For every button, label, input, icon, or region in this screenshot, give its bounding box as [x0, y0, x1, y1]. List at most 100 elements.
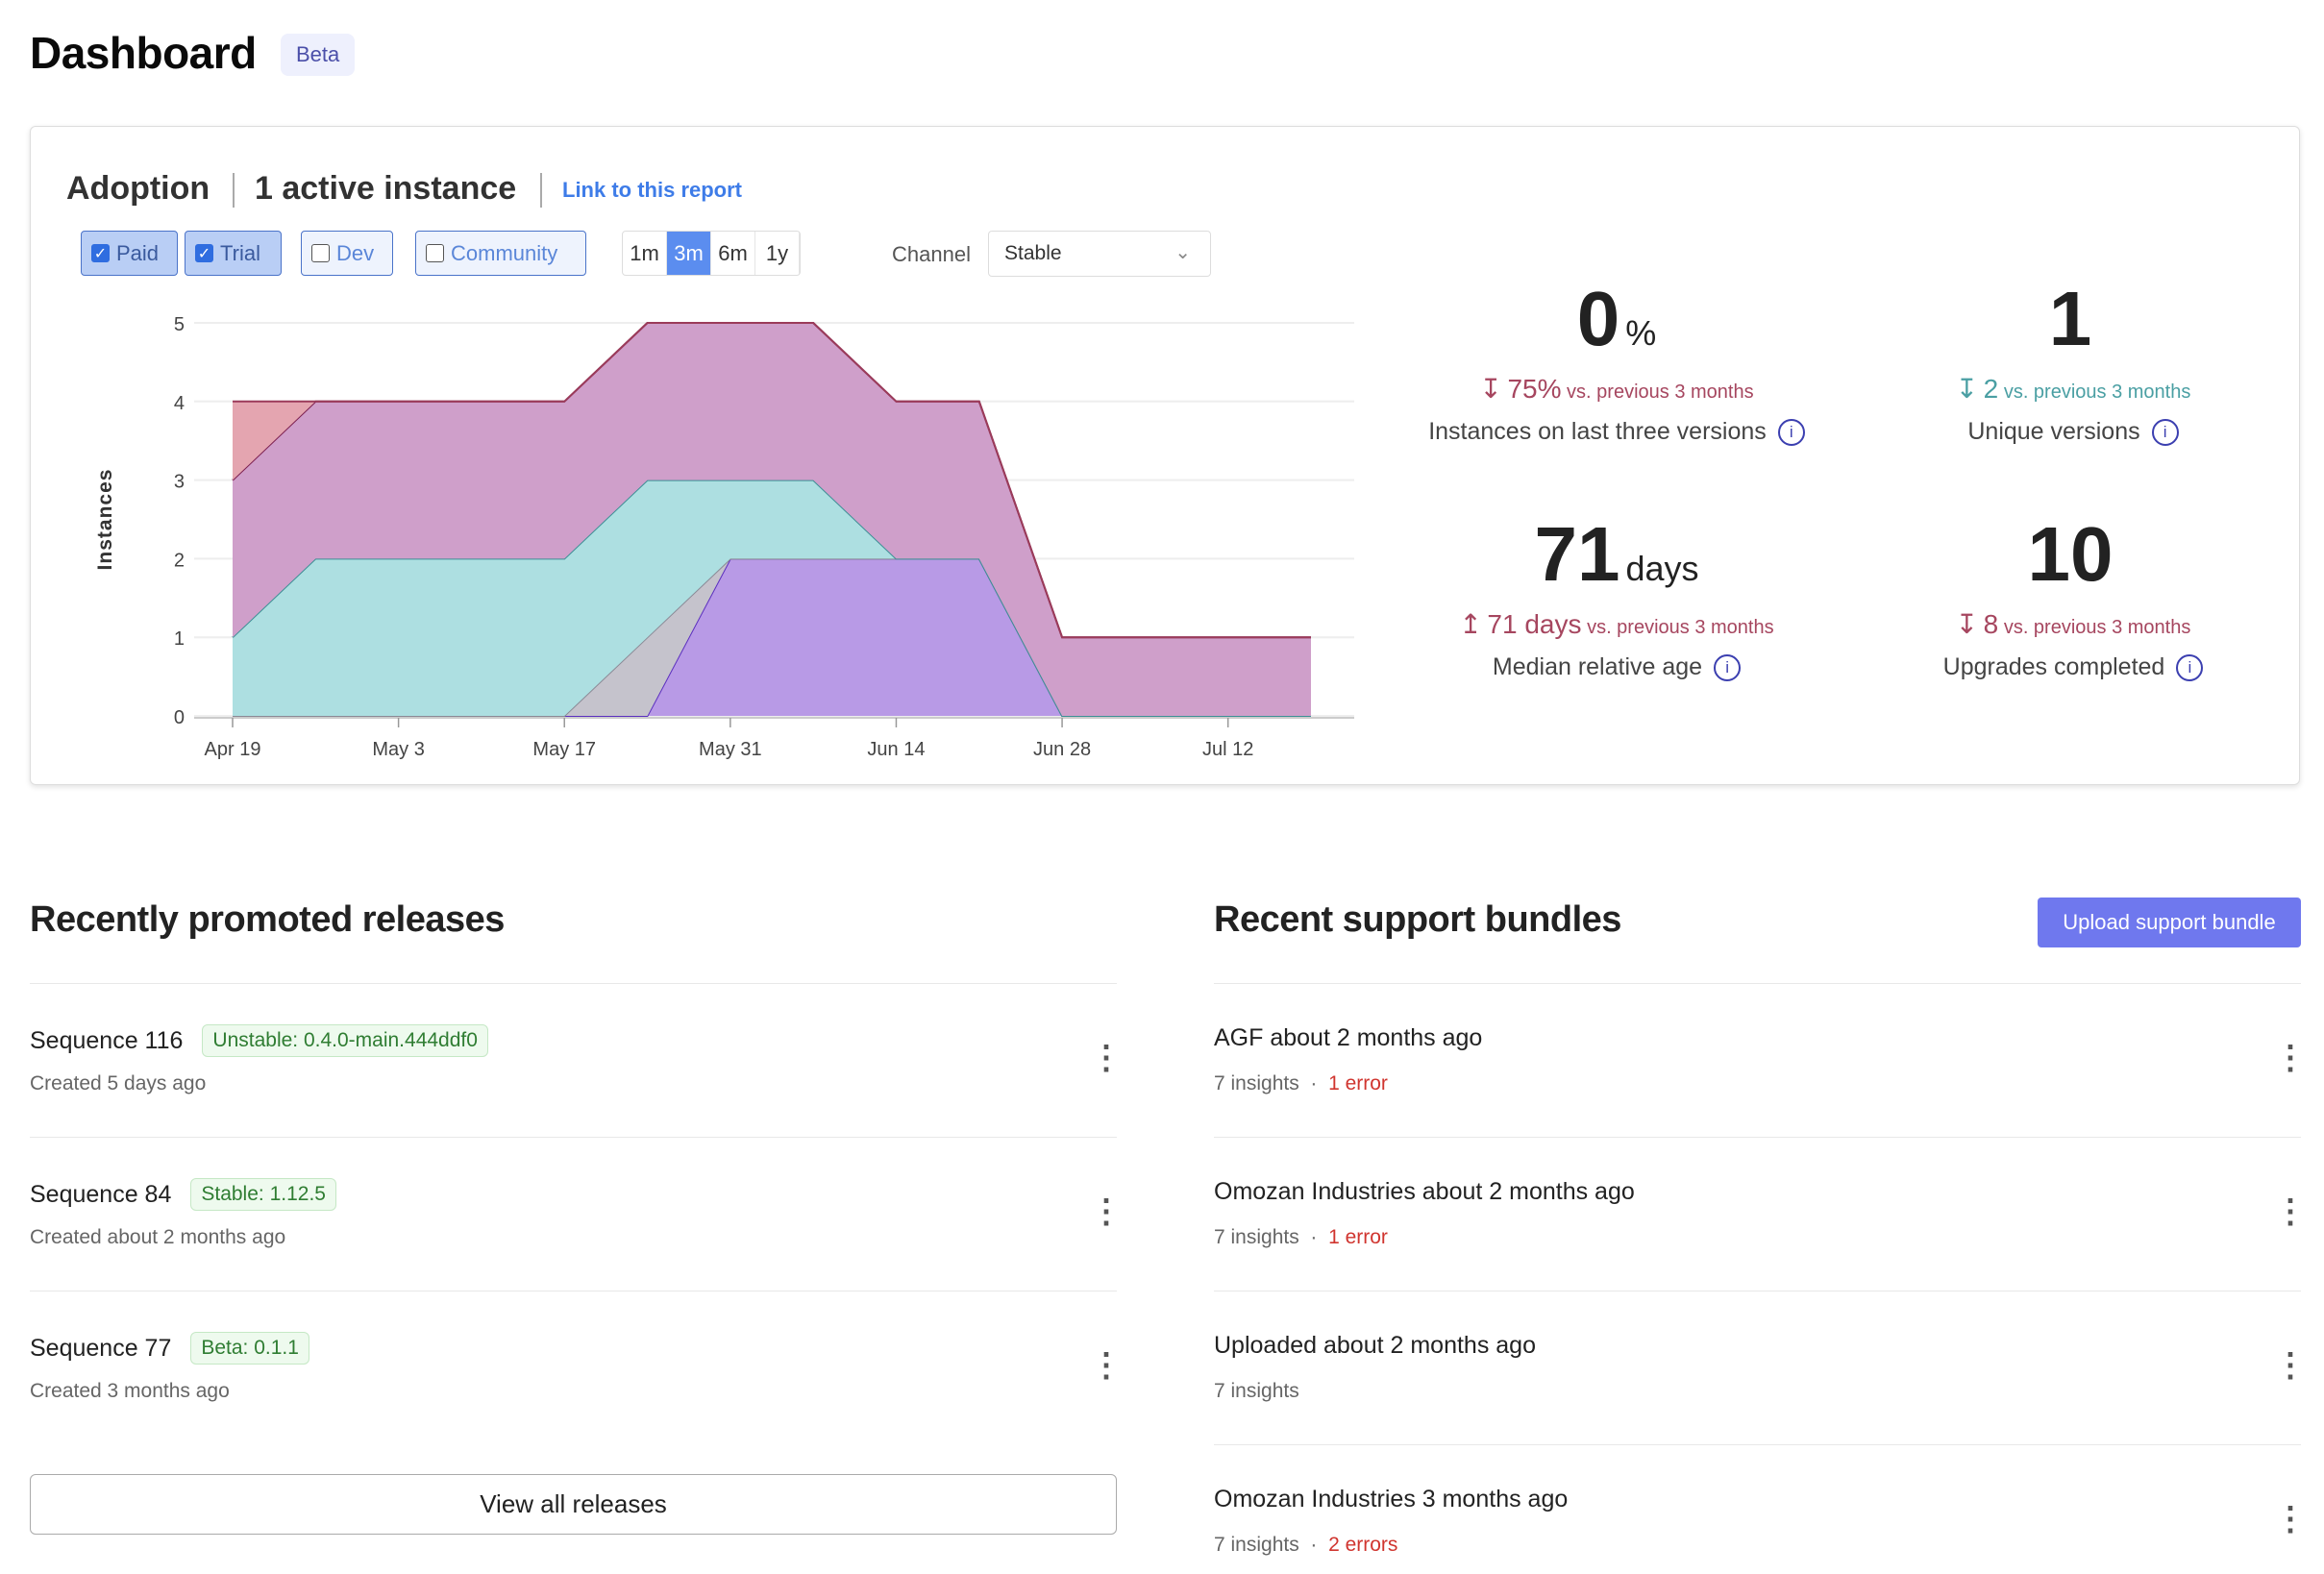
info-icon[interactable]: i — [2151, 419, 2179, 447]
y-tick-label: 4 — [174, 393, 185, 414]
filter-label: Trial — [220, 240, 260, 265]
bundle-item[interactable]: Uploaded about 2 months ago — [1214, 1332, 1536, 1360]
page-title: Dashboard — [30, 28, 257, 78]
info-icon[interactable]: i — [1777, 419, 1805, 447]
stat-delta: 75% — [1507, 374, 1562, 404]
arrow-down-icon: ↧ — [1955, 374, 1979, 404]
stat-delta: 8 — [1983, 609, 1999, 639]
stat-delta: 2 — [1983, 374, 1999, 404]
arrow-down-icon: ↧ — [1955, 609, 1979, 639]
filter-paid-checkbox[interactable]: ✓ Paid — [81, 231, 178, 276]
bundle-insights: 7 insights — [1214, 1380, 1299, 1402]
bundle-meta: 7 insights — [1214, 1380, 1299, 1403]
x-tick-label: May 31 — [699, 739, 762, 760]
bundle-meta: 7 insights · 1 error — [1214, 1072, 1388, 1094]
stat-card: 71 days ↥ 71 days vs. previous 3 months M… — [1376, 516, 1857, 682]
bundle-meta: 7 insights · 2 errors — [1214, 1534, 1398, 1556]
bundle-item[interactable]: Omozan Industries 3 months ago — [1214, 1486, 1568, 1513]
report-link[interactable]: Link to this report — [562, 178, 742, 202]
y-tick-label: 3 — [174, 472, 185, 493]
beta-badge: Beta — [281, 34, 356, 76]
stat-value: 0 — [1576, 276, 1620, 361]
divider — [1214, 1444, 2301, 1445]
filter-label: Paid — [116, 240, 160, 265]
release-created: Created 3 months ago — [30, 1380, 230, 1402]
stat-label: Instances on last three versions — [1428, 418, 1767, 445]
bundle-name: AGF about 2 months ago — [1214, 1024, 1483, 1051]
info-icon[interactable]: i — [2176, 654, 2204, 682]
stat-delta-text: vs. previous 3 months — [2003, 617, 2191, 638]
bundle-insights: 7 insights — [1214, 1072, 1299, 1094]
range-1y-button[interactable]: 1y — [755, 232, 800, 275]
divider — [233, 173, 235, 208]
series-line-4 — [233, 322, 1311, 639]
upload-support-bundle-button[interactable]: Upload support bundle — [2038, 898, 2301, 947]
bundle-item[interactable]: Omozan Industries about 2 months ago — [1214, 1178, 1635, 1206]
checkbox-icon: ✓ — [91, 244, 110, 262]
more-options-icon[interactable]: ⋮ — [1090, 1193, 1123, 1230]
info-icon[interactable]: i — [1714, 654, 1742, 682]
y-tick-label: 1 — [174, 628, 185, 650]
time-range-selector: 1m 3m 6m 1y — [622, 231, 801, 276]
more-options-icon[interactable]: ⋮ — [1090, 1040, 1123, 1076]
arrow-up-icon: ↥ — [1459, 609, 1482, 639]
filter-label: Dev — [336, 240, 375, 265]
bundle-meta: 7 insights · 1 error — [1214, 1226, 1388, 1248]
filter-community-checkbox[interactable]: Community — [415, 231, 586, 276]
x-tick-label: May 17 — [532, 739, 596, 760]
adoption-card: Adoption 1 active instance Link to this … — [30, 126, 2300, 785]
divider — [30, 1137, 1117, 1138]
stat-delta: 71 days — [1487, 609, 1582, 639]
more-options-icon[interactable]: ⋮ — [2274, 1347, 2307, 1384]
stat-card: 1 ↧ 2 vs. previous 3 months Unique versi… — [1833, 281, 2313, 447]
series-area-3 — [233, 323, 1311, 716]
release-name: Sequence 84 — [30, 1180, 172, 1208]
bundle-insights: 7 insights — [1214, 1534, 1299, 1556]
range-3m-button[interactable]: 3m — [667, 232, 711, 275]
bundle-item[interactable]: AGF about 2 months ago — [1214, 1024, 1482, 1052]
view-all-releases-button[interactable]: View all releases — [30, 1474, 1117, 1535]
more-options-icon[interactable]: ⋮ — [1090, 1347, 1123, 1384]
stat-card: 10 ↧ 8 vs. previous 3 months Upgrades co… — [1833, 516, 2313, 682]
release-name: Sequence 77 — [30, 1334, 172, 1362]
filter-dev-checkbox[interactable]: Dev — [301, 231, 393, 276]
series-area-0 — [233, 558, 1311, 716]
more-options-icon[interactable]: ⋮ — [2274, 1193, 2307, 1230]
channel-label: Channel — [892, 242, 971, 266]
series-area-2 — [233, 480, 1311, 716]
arrow-down-icon: ↧ — [1479, 374, 1502, 404]
divider — [1214, 983, 2301, 984]
range-1m-button[interactable]: 1m — [623, 232, 667, 275]
stat-label: Upgrades completed — [1942, 653, 2165, 680]
stat-value: 10 — [2027, 511, 2114, 597]
range-6m-button[interactable]: 6m — [711, 232, 755, 275]
release-item[interactable]: Sequence 77 Beta: 0.1.1 — [30, 1332, 309, 1365]
stat-unit: days — [1625, 549, 1699, 588]
stat-delta-text: vs. previous 3 months — [1587, 617, 1774, 638]
y-tick-label: 2 — [174, 550, 185, 571]
more-options-icon[interactable]: ⋮ — [2274, 1040, 2307, 1076]
release-created: Created 5 days ago — [30, 1072, 207, 1094]
y-tick-label: 5 — [174, 314, 185, 335]
x-tick-label: Jun 28 — [1033, 739, 1091, 760]
x-tick-label: May 3 — [372, 739, 424, 760]
divider — [1214, 1137, 2301, 1138]
channel-value: Stable — [1004, 242, 1062, 264]
more-options-icon[interactable]: ⋮ — [2274, 1501, 2307, 1537]
stat-card: 0% ↧ 75% vs. previous 3 months Instances… — [1376, 281, 1857, 447]
chevron-down-icon: ⌄ — [1174, 242, 1191, 263]
bundle-errors: 2 errors — [1328, 1534, 1398, 1556]
divider — [30, 983, 1117, 984]
release-item[interactable]: Sequence 84 Stable: 1.12.5 — [30, 1178, 336, 1211]
stat-delta-text: vs. previous 3 months — [2003, 381, 2191, 403]
bundles-title: Recent support bundles — [1214, 899, 1621, 940]
x-tick-label: Jun 14 — [867, 739, 925, 760]
filter-trial-checkbox[interactable]: ✓ Trial — [185, 231, 282, 276]
divider — [540, 173, 542, 208]
release-item[interactable]: Sequence 116 Unstable: 0.4.0-main.444ddf0 — [30, 1024, 488, 1057]
stat-delta-text: vs. previous 3 months — [1567, 381, 1754, 403]
channel-select[interactable]: Stable ⌄ — [988, 231, 1211, 277]
x-tick-label: Jul 12 — [1202, 739, 1253, 760]
checkbox-icon — [426, 244, 444, 262]
adoption-chart: 0 1 2 3 4 5 Instances Apr 19 May 3 May 17 May 31 Ju… — [94, 314, 1354, 760]
